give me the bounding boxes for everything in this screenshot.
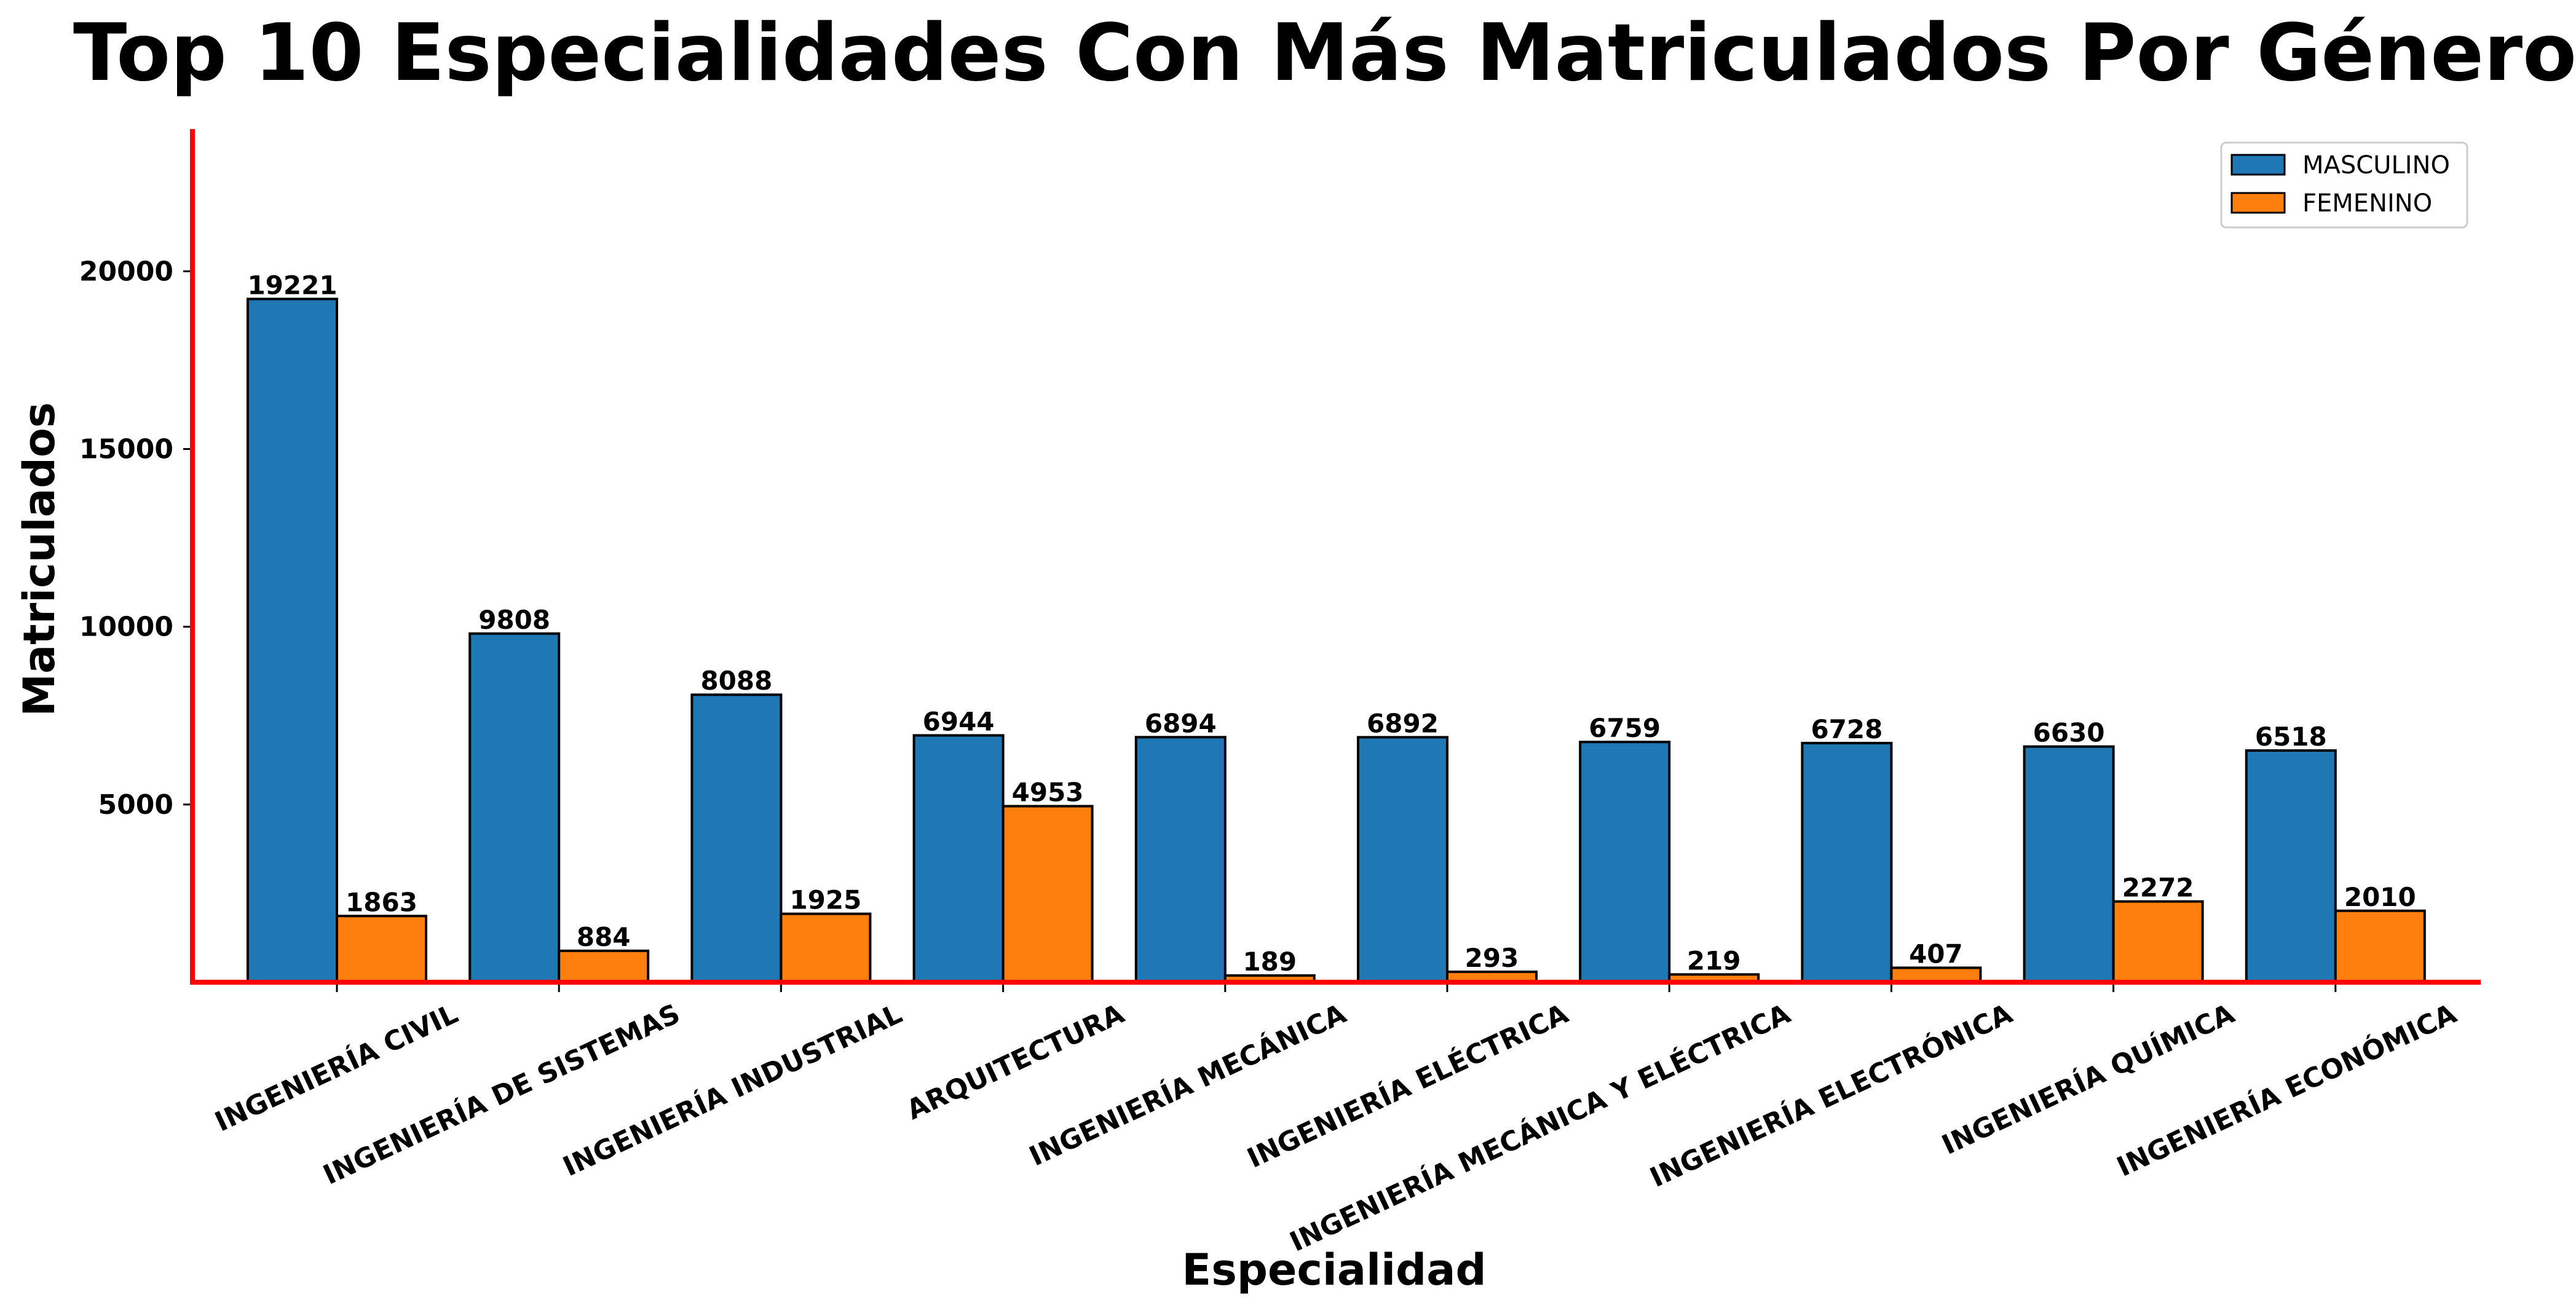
x-axis-label: Especialidad <box>1182 1245 1486 1295</box>
y-axis-label: Matriculados <box>14 402 65 716</box>
masculino-bar <box>2245 749 2337 984</box>
x-tick-label: INGENIERÍA INDUSTRIAL <box>558 997 907 1183</box>
masculino-bar <box>468 632 561 983</box>
x-tick-label: ARQUITECTURA <box>902 998 1129 1126</box>
x-tick-label: INGENIERÍA ECONÓMICA <box>2112 997 2462 1183</box>
data-label: 2272 <box>2122 873 2194 903</box>
data-label: 884 <box>577 922 631 952</box>
masculino-bar <box>1134 736 1227 983</box>
masculino-bar <box>2023 745 2115 983</box>
data-label: 9808 <box>478 605 550 635</box>
data-label: 6759 <box>1589 713 1661 743</box>
data-label: 6518 <box>2255 722 2327 752</box>
data-label: 293 <box>1465 943 1519 973</box>
data-label: 1925 <box>789 885 861 915</box>
masculino-bar <box>690 693 783 984</box>
data-label: 4953 <box>1012 778 1084 808</box>
x-tick-label: INGENIERÍA DE SISTEMAS <box>318 997 685 1191</box>
femenino-bar <box>558 949 650 984</box>
y-tick-label: 5000 <box>98 789 173 821</box>
y-tick-label: 20000 <box>79 256 173 287</box>
y-tick-label: 10000 <box>79 612 173 643</box>
data-label: 19221 <box>247 270 337 300</box>
data-label: 189 <box>1243 947 1297 977</box>
masculino-legend-swatch <box>2230 154 2286 176</box>
data-label: 6728 <box>1811 714 1883 744</box>
femenino-bar <box>1002 805 1094 983</box>
femenino-bar <box>2112 900 2204 983</box>
masculino-bar <box>912 734 1005 983</box>
y-tick-label: 15000 <box>79 434 173 465</box>
data-label: 8088 <box>700 666 772 696</box>
femenino-legend-swatch <box>2230 192 2286 214</box>
data-label: 219 <box>1687 945 1741 975</box>
data-label: 6892 <box>1367 708 1439 738</box>
x-tick-label: INGENIERÍA ELECTRÓNICA <box>1645 997 2017 1194</box>
data-label: 407 <box>1909 939 1963 969</box>
legend-label: MASCULINO <box>2302 151 2450 179</box>
masculino-bar <box>247 297 338 983</box>
femenino-bar <box>2334 909 2426 984</box>
masculino-bar <box>1357 736 1448 984</box>
masculino-bar <box>1801 741 1893 983</box>
data-label: 6630 <box>2033 718 2105 748</box>
data-label: 1863 <box>346 887 417 917</box>
legend: MASCULINO FEMENINO <box>2220 141 2468 229</box>
masculino-bar <box>1579 741 1671 983</box>
data-label: 6894 <box>1145 708 1217 738</box>
femenino-bar <box>336 915 427 983</box>
femenino-bar <box>780 912 872 983</box>
legend-label: FEMENINO <box>2302 189 2432 218</box>
data-label: 6944 <box>923 706 995 736</box>
chart-title: Top 10 Especialidades Con Más Matriculad… <box>73 7 2576 99</box>
data-label: 2010 <box>2344 882 2416 912</box>
